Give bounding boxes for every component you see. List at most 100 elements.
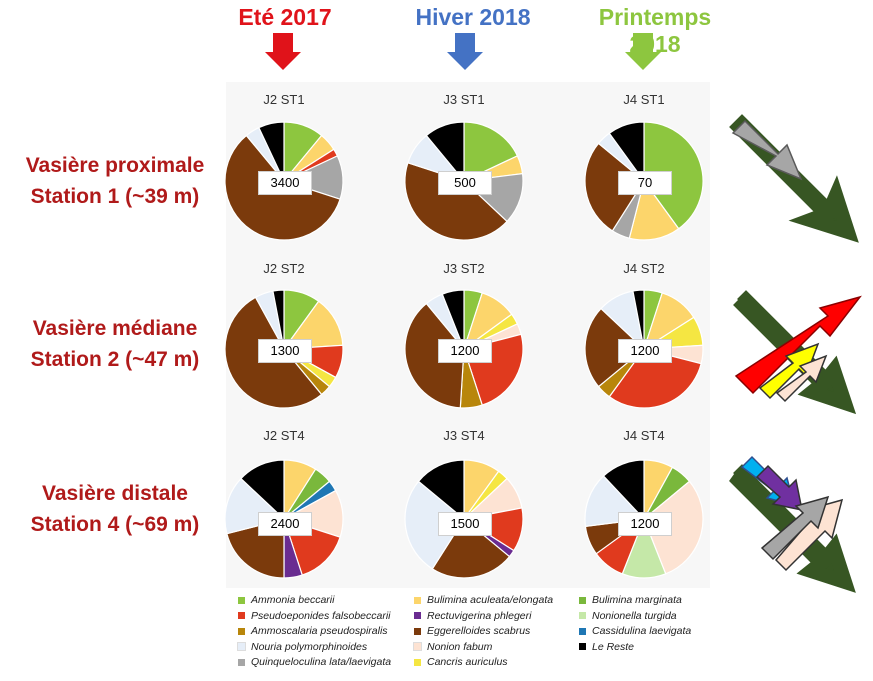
pie-title: J4 ST1 <box>623 92 665 107</box>
pie-slice-le-reste <box>602 459 645 521</box>
season-header-hiver-2018: Hiver 2018 <box>415 4 531 30</box>
trend-arrow-gray <box>731 119 803 181</box>
legend-swatch <box>579 612 586 619</box>
legend-swatch <box>414 658 421 666</box>
legend-label: Le Reste <box>592 640 635 653</box>
legend-label: Bulimina marginata <box>592 594 682 606</box>
pie-slice-eggerelloides-scabrus <box>584 307 645 388</box>
pie-title: J3 ST4 <box>443 428 485 443</box>
legend-label: Eggerelloides scabrus <box>427 625 531 637</box>
legend-item: Bulimina aculeata/elongata <box>414 594 553 606</box>
pie-slice-pseudoeponides-falsobeccarii <box>608 348 702 409</box>
pie-title: J2 ST2 <box>263 261 305 276</box>
pie-slice-ammonia-beccarii <box>643 121 704 230</box>
legend-swatch <box>414 612 421 619</box>
pie-slice-eggerelloides-scabrus <box>404 302 465 409</box>
trend-arrows-station-2 <box>733 290 862 415</box>
pie-count-label: 1200 <box>618 339 672 363</box>
legend-swatch <box>414 596 421 604</box>
legend-label: Quinqueloculina lata/laevigata <box>251 656 392 668</box>
trend-arrow-purple <box>755 464 803 511</box>
legend-label: Cancris auriculus <box>427 656 508 668</box>
legend-swatch <box>238 658 245 666</box>
row-label-line1: Vasière proximale <box>25 154 205 177</box>
trend-arrows-station-1 <box>729 114 859 243</box>
legend-item: Cancris auriculus <box>414 656 508 668</box>
pie-count-label: 1300 <box>258 339 312 363</box>
legend-label: Nonionella turgida <box>592 609 677 622</box>
pie-count-label: 1200 <box>618 512 672 536</box>
legend-label: Ammonia beccarii <box>251 594 335 606</box>
pie-count-label: 2400 <box>258 512 312 536</box>
legend-label: Cassidulina laevigata <box>592 625 692 637</box>
row-label-station-2: Vasière médiane Station 2 (~47 m) <box>10 313 220 375</box>
pie-slice-ammonia-beccarii <box>463 121 519 182</box>
season-arrow-hiver <box>447 33 483 70</box>
pies-layer <box>224 121 704 579</box>
legend-item: Bulimina marginata <box>579 594 682 606</box>
pie-title: J3 ST2 <box>443 261 485 276</box>
legend-swatch <box>237 642 246 651</box>
pie-slice-le-reste <box>608 121 645 183</box>
pie-slice-le-reste <box>441 289 465 350</box>
trend-arrow-yellow <box>758 342 820 400</box>
legend: Ammonia beccarii Bulimina aculeata/elonga… <box>237 594 718 678</box>
pie-slice-le-reste <box>272 289 285 350</box>
row-label-station-4: Vasière distale Station 4 (~69 m) <box>10 478 220 540</box>
trend-arrow-red <box>734 295 862 395</box>
legend-swatch <box>579 596 586 604</box>
row-label-line2: Station 2 (~47 m) <box>30 348 200 371</box>
pie-slice-nonion-fabum <box>643 480 704 575</box>
trend-arrow-peach <box>775 354 828 403</box>
season-arrow-printemps <box>625 33 661 70</box>
legend-swatch <box>579 627 586 635</box>
pie-j4-st2 <box>584 289 704 409</box>
pie-title: J3 ST1 <box>443 92 485 107</box>
pie-count-label: 1200 <box>438 339 492 363</box>
pie-slice-le-reste <box>258 121 285 182</box>
legend-swatch <box>579 643 586 650</box>
pie-count-label: 70 <box>618 171 672 195</box>
pie-j3-st2 <box>404 289 524 409</box>
pie-slice-le-reste <box>425 121 465 183</box>
pie-slice-bulimina-aculeata-elongata <box>628 179 680 241</box>
legend-swatch <box>414 627 421 635</box>
row-label-line1: Vasière médiane <box>32 317 198 340</box>
pie-slice-eggerelloides-scabrus <box>584 142 645 232</box>
pie-title: J2 ST4 <box>263 428 305 443</box>
legend-item: Nonionella turgida <box>579 610 677 622</box>
legend-item: Nouria polymorphinoides <box>237 640 368 653</box>
pie-count-label: 1500 <box>438 512 492 536</box>
legend-swatch <box>238 627 245 635</box>
pie-slice-le-reste <box>417 459 465 521</box>
pie-slice-le-reste <box>240 459 285 521</box>
legend-item: Rectuvigerina phlegeri <box>414 610 531 622</box>
row-label-line2: Station 1 (~39 m) <box>30 185 200 208</box>
row-label-line2: Station 4 (~69 m) <box>30 513 200 536</box>
legend-item: Nonion fabum <box>413 641 492 653</box>
legend-label: Rectuvigerina phlegeri <box>427 609 532 622</box>
season-arrow-ete <box>265 33 301 70</box>
pie-title: J2 ST1 <box>263 92 305 107</box>
pie-j4-st1 <box>584 121 704 241</box>
pie-slice-eggerelloides-scabrus <box>431 518 511 579</box>
pie-title: J4 ST4 <box>623 428 665 443</box>
legend-item: Ammonia beccarii <box>238 594 334 606</box>
trend-arrows-station-4 <box>729 455 856 593</box>
legend-item: Ammoscalaria pseudospiralis <box>238 625 388 637</box>
pie-slice-nouria-polymorphinoides <box>404 480 465 570</box>
pie-count-label: 500 <box>438 171 492 195</box>
legend-item: Cassidulina laevigata <box>579 625 691 637</box>
legend-item: Le Reste <box>579 641 634 653</box>
pie-slice-bulimina-aculeata-elongata <box>282 300 344 350</box>
pie-slice-le-reste <box>632 289 645 350</box>
legend-label: Nouria polymorphinoides <box>251 640 368 653</box>
legend-swatch <box>238 596 245 604</box>
row-label-line1: Vasière distale <box>42 482 188 505</box>
legend-label: Bulimina aculeata/elongata <box>427 594 554 606</box>
legend-swatch <box>413 642 422 651</box>
row-label-station-1: Vasière proximale Station 1 (~39 m) <box>10 150 220 212</box>
pie-count-label: 3400 <box>258 171 312 195</box>
trend-arrow-gray <box>760 495 830 561</box>
